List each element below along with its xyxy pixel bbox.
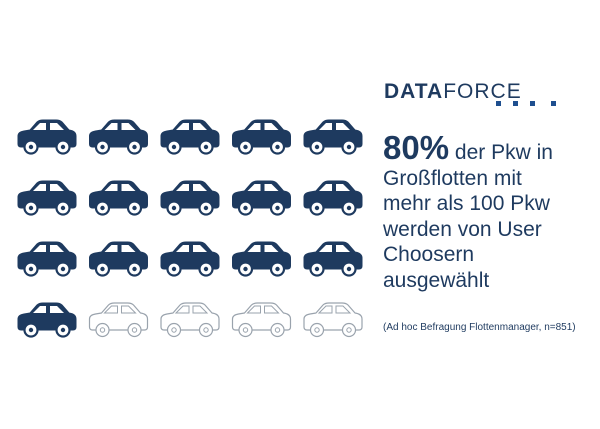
dataforce-logo: DATAFORCE bbox=[384, 80, 522, 104]
car-icon-filled bbox=[303, 119, 363, 155]
logo-text-strong: DATA bbox=[384, 80, 444, 103]
headline-line-2: Großflotten mit bbox=[383, 166, 522, 190]
car-icon-filled bbox=[303, 241, 363, 277]
headline-line-3: mehr als 100 Pkw bbox=[383, 192, 550, 215]
car-icon-outline bbox=[303, 302, 363, 338]
car-icon-filled bbox=[17, 180, 77, 216]
car-icon-filled bbox=[17, 302, 77, 338]
headline-line-1: der Pkw in bbox=[454, 141, 553, 164]
headline-line-4: werden von User bbox=[383, 217, 542, 241]
car-icon-filled bbox=[232, 180, 291, 216]
headline-percent: 80% bbox=[383, 129, 450, 166]
car-icon-outline bbox=[88, 302, 149, 338]
car-icon-outline bbox=[231, 302, 292, 338]
car-icon-filled bbox=[160, 241, 220, 277]
headline: 80% der Pkw in Großflotten mit mehr als … bbox=[383, 131, 598, 293]
car-icon-filled bbox=[232, 119, 291, 155]
car-icon-filled bbox=[17, 241, 77, 277]
car-icon-filled bbox=[160, 180, 220, 216]
source-note: (Ad hoc Befragung Flottenmanager, n=851) bbox=[383, 322, 576, 333]
car-icon-filled bbox=[89, 180, 148, 216]
logo-text-light: FORCE bbox=[443, 80, 522, 103]
car-icon-filled bbox=[89, 241, 148, 277]
car-icon-outline bbox=[160, 302, 220, 338]
car-icon-filled bbox=[160, 119, 220, 155]
car-icon-filled bbox=[303, 180, 363, 216]
car-icon-filled bbox=[89, 119, 148, 155]
headline-line-6: ausgewählt bbox=[383, 268, 490, 292]
headline-line-5: Choosern bbox=[383, 243, 475, 266]
car-icon-filled bbox=[232, 241, 291, 277]
car-icon-filled bbox=[17, 119, 77, 155]
